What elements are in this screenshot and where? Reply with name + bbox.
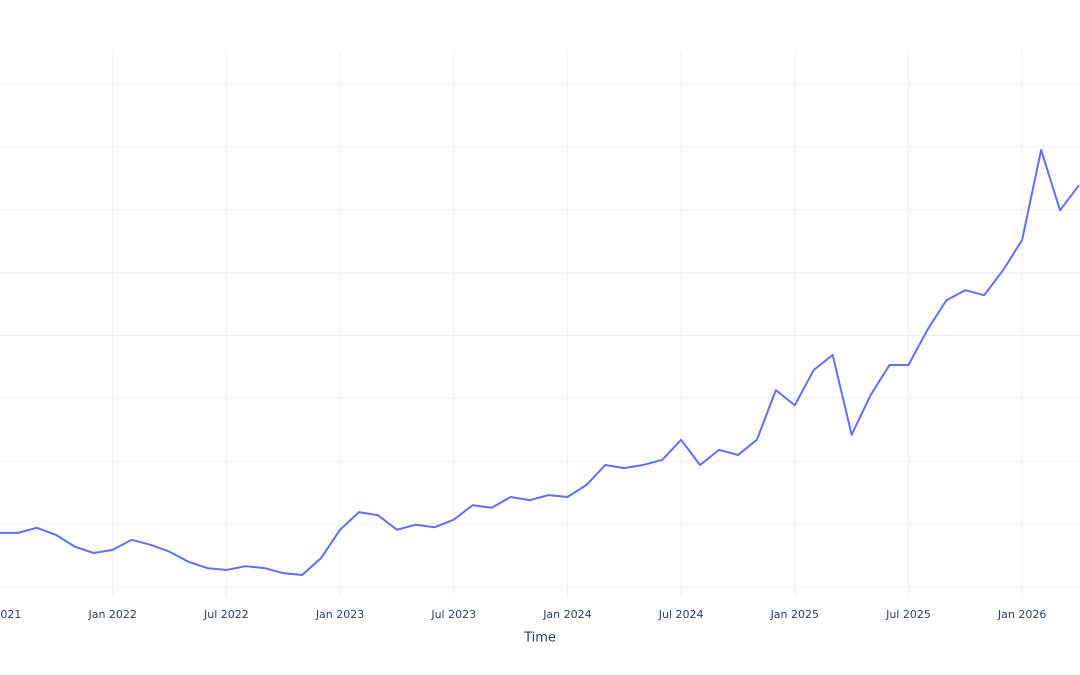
x-tick-label: Jan 2022 [87, 608, 136, 621]
x-tick-label: Jan 2025 [770, 608, 819, 621]
x-tick-label: Jul 2025 [885, 608, 931, 621]
x-tick-label: Jan 2023 [315, 608, 364, 621]
x-tick-label: Jul 2023 [430, 608, 476, 621]
x-tick-label: Jul 2021 [0, 608, 21, 621]
x-tick-label: Jul 2024 [658, 608, 704, 621]
x-axis-title: Time [523, 631, 556, 646]
x-tick-label: Jan 2024 [542, 608, 591, 621]
data-line [0, 148, 1080, 576]
x-tick-label: Jan 2026 [997, 608, 1046, 621]
x-tick-label: Jul 2022 [203, 608, 249, 621]
